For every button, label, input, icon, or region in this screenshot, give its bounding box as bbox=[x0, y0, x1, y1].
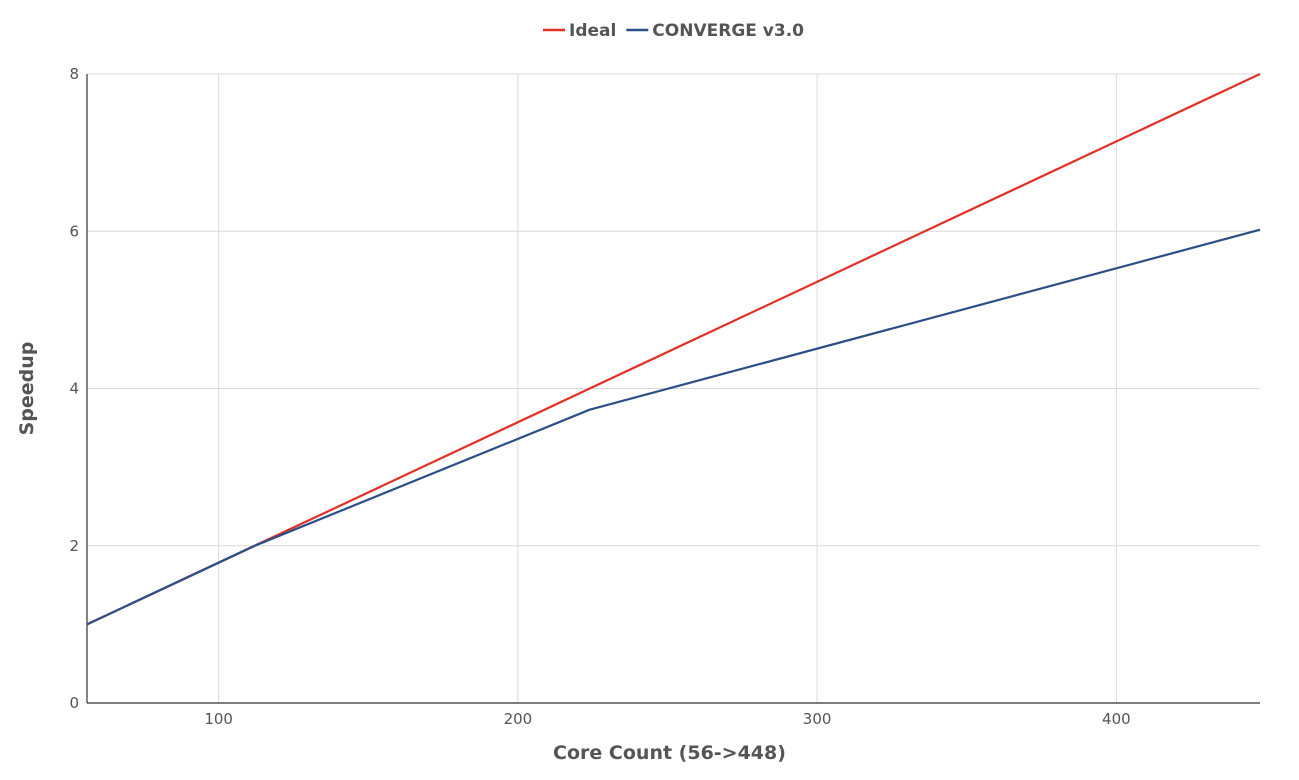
legend-label: CONVERGE v3.0 bbox=[652, 21, 804, 41]
y-tick-label: 6 bbox=[69, 222, 79, 240]
x-tick-label: 300 bbox=[803, 710, 832, 728]
y-axis-title: Speedup bbox=[16, 342, 38, 436]
x-tick-label: 100 bbox=[204, 710, 233, 728]
x-tick-label: 400 bbox=[1102, 710, 1131, 728]
x-axis-title: Core Count (56->448) bbox=[553, 742, 786, 764]
legend-label: Ideal bbox=[569, 21, 616, 41]
series-line-converge-v3-0 bbox=[86, 228, 1261, 626]
x-tick-label: 200 bbox=[504, 710, 533, 728]
y-tick-label: 0 bbox=[69, 694, 79, 712]
legend-item: CONVERGE v3.0 bbox=[626, 21, 804, 41]
grid-lines bbox=[87, 73, 1260, 703]
legend: Ideal CONVERGE v3.0 bbox=[543, 21, 804, 41]
y-tick-label: 4 bbox=[69, 380, 79, 398]
y-tick-label: 8 bbox=[69, 65, 79, 83]
legend-item: Ideal bbox=[543, 21, 616, 41]
series-lines bbox=[86, 73, 1261, 626]
axes bbox=[86, 74, 1260, 704]
y-tick-label: 2 bbox=[69, 537, 79, 555]
tick-labels: 0 2 4 6 8 100 200 300 400 bbox=[69, 65, 1130, 728]
